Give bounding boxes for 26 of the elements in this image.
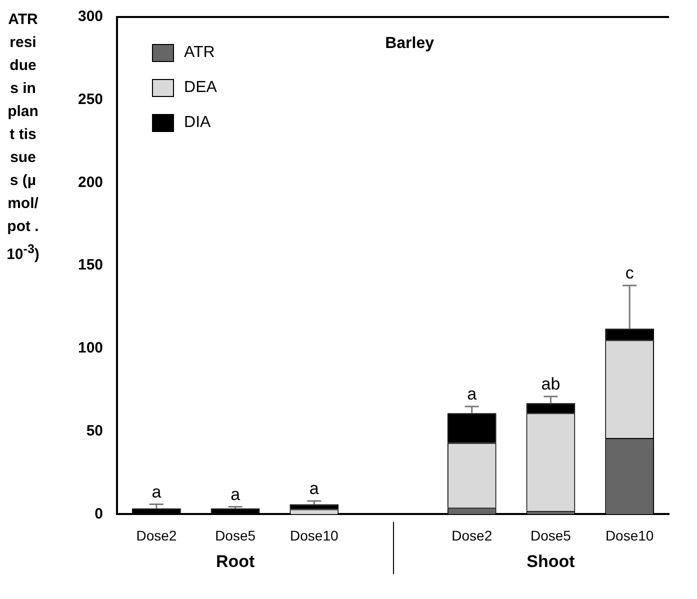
x-tick-label: Dose10 <box>290 527 338 544</box>
x-tick-label: Dose5 <box>530 527 572 544</box>
text: ATR residues in plant tissues (µmol/pot . 10$^{-3}$) <box>6 11 40 263</box>
y-tick-label: 200 <box>78 174 104 191</box>
legend-label: ATR <box>184 44 215 62</box>
legend-label: DEA <box>184 79 217 97</box>
x-tick-label: Dose2 <box>136 527 177 544</box>
text: Root <box>216 552 255 572</box>
x-tick-label: Dose2 <box>452 527 492 544</box>
x-tick-label: Dose10 <box>605 527 654 544</box>
y-tick-label: 150 <box>78 256 104 274</box>
data-label: a <box>152 482 162 502</box>
y-tick-label: 250 <box>78 91 104 108</box>
legend-label: DIA <box>184 114 211 132</box>
x-tick-label: Dose5 <box>215 527 256 544</box>
y-tick-label: 50 <box>86 422 104 440</box>
data-label: a <box>309 479 320 498</box>
text: Barley <box>385 35 434 53</box>
data-label: c <box>625 264 634 283</box>
data-label: a <box>467 384 478 404</box>
data-label: a <box>230 484 241 504</box>
y-tick-label: 300 <box>78 8 104 26</box>
text: Shoot <box>526 552 575 572</box>
y-tick-label: 0 <box>94 505 104 522</box>
y-tick-label: 100 <box>78 340 104 357</box>
data-label: ab <box>541 374 560 394</box>
